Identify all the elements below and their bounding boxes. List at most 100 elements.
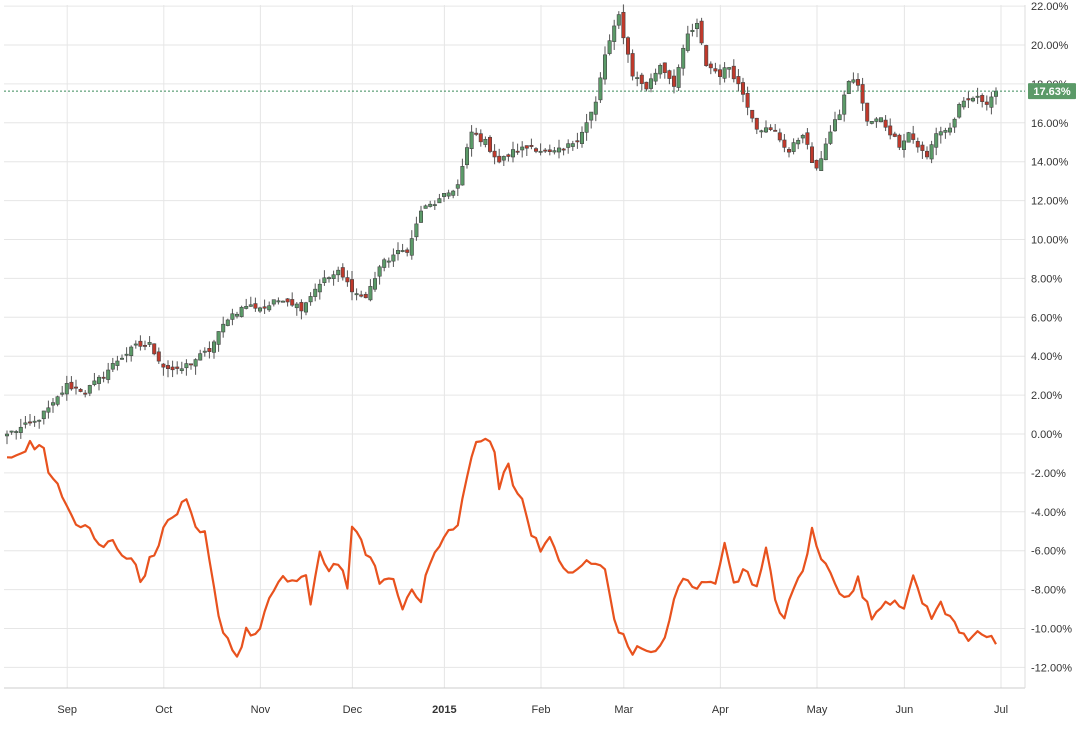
candle (368, 279, 373, 302)
candle (340, 263, 345, 281)
candle (819, 151, 824, 172)
last-value-badge (1028, 83, 1076, 100)
candle (860, 77, 865, 111)
y-tick-label: -6.00% (1031, 546, 1066, 558)
candle (878, 117, 883, 123)
candle (41, 410, 46, 425)
candle (782, 134, 787, 153)
candle (345, 270, 350, 287)
candle (865, 102, 870, 126)
y-tick-label: 2.00% (1031, 390, 1062, 402)
candle (832, 111, 837, 132)
candle (759, 129, 764, 138)
candle (612, 19, 617, 50)
candle (483, 136, 488, 148)
candle (285, 298, 290, 307)
candle (773, 123, 778, 132)
y-tick-label: -2.00% (1031, 468, 1066, 480)
candle (520, 141, 525, 158)
candle (170, 360, 175, 378)
candle (9, 430, 14, 435)
candle (331, 270, 336, 286)
candle (133, 340, 138, 349)
candle (938, 126, 943, 144)
last-value-label: 17.63% (1033, 86, 1071, 98)
x-tick-label: May (807, 704, 828, 716)
candle (745, 86, 750, 116)
candle (929, 140, 934, 164)
candle (18, 418, 23, 439)
candle (418, 205, 423, 223)
candle (993, 87, 998, 105)
candle (267, 301, 272, 312)
candle (561, 147, 566, 156)
candle (934, 127, 939, 156)
candle (575, 132, 580, 149)
candle (239, 305, 244, 318)
candle (616, 11, 621, 29)
candle (97, 374, 102, 391)
candle (359, 290, 364, 298)
candle (809, 142, 814, 163)
candle (124, 347, 129, 363)
candle (602, 46, 607, 85)
candle (120, 354, 125, 360)
candle (625, 36, 630, 63)
candle (198, 349, 203, 361)
candle (478, 129, 483, 147)
line-series (6, 437, 997, 658)
candle (290, 292, 295, 307)
candle (147, 336, 152, 348)
candle (676, 64, 681, 91)
candle (924, 146, 929, 160)
candle (556, 139, 561, 159)
candle (492, 144, 497, 165)
candle (846, 80, 851, 95)
candle (37, 419, 42, 429)
candle (64, 375, 69, 401)
candle (667, 69, 672, 85)
candlestick-series (5, 4, 998, 445)
candle (754, 117, 759, 135)
candle (184, 359, 189, 376)
candle (451, 189, 456, 199)
x-tick-label: Dec (343, 704, 363, 716)
candle (317, 279, 322, 300)
candle (722, 62, 727, 83)
candle (671, 69, 676, 94)
candle (750, 109, 755, 123)
y-tick-label: 10.00% (1031, 235, 1069, 247)
candle (699, 17, 704, 46)
candle (138, 335, 143, 351)
candle (662, 62, 667, 79)
candle (391, 248, 396, 267)
candle (915, 137, 920, 153)
candle (189, 363, 194, 370)
y-tick-label: 20.00% (1031, 40, 1069, 52)
candle (216, 331, 221, 352)
y-tick-label: 4.00% (1031, 351, 1062, 363)
candle (161, 363, 166, 376)
candle (598, 72, 603, 103)
candle (143, 340, 148, 351)
candle (566, 139, 571, 154)
candle (837, 109, 842, 121)
y-tick-label: 14.00% (1031, 157, 1069, 169)
candle (855, 73, 860, 92)
candle (32, 415, 37, 427)
candle (497, 148, 502, 164)
candle (740, 77, 745, 103)
candle (175, 361, 180, 375)
candle (166, 360, 171, 378)
candle (377, 264, 382, 285)
candle (92, 372, 97, 387)
candle (510, 141, 515, 163)
y-tick-label: -12.00% (1031, 662, 1072, 674)
y-tick-label: 0.00% (1031, 429, 1062, 441)
x-tick-label: Sep (57, 704, 77, 716)
candle (653, 68, 658, 85)
candle (644, 81, 649, 92)
candle (524, 145, 529, 157)
candle (648, 73, 653, 93)
x-tick-label: Jun (896, 704, 914, 716)
